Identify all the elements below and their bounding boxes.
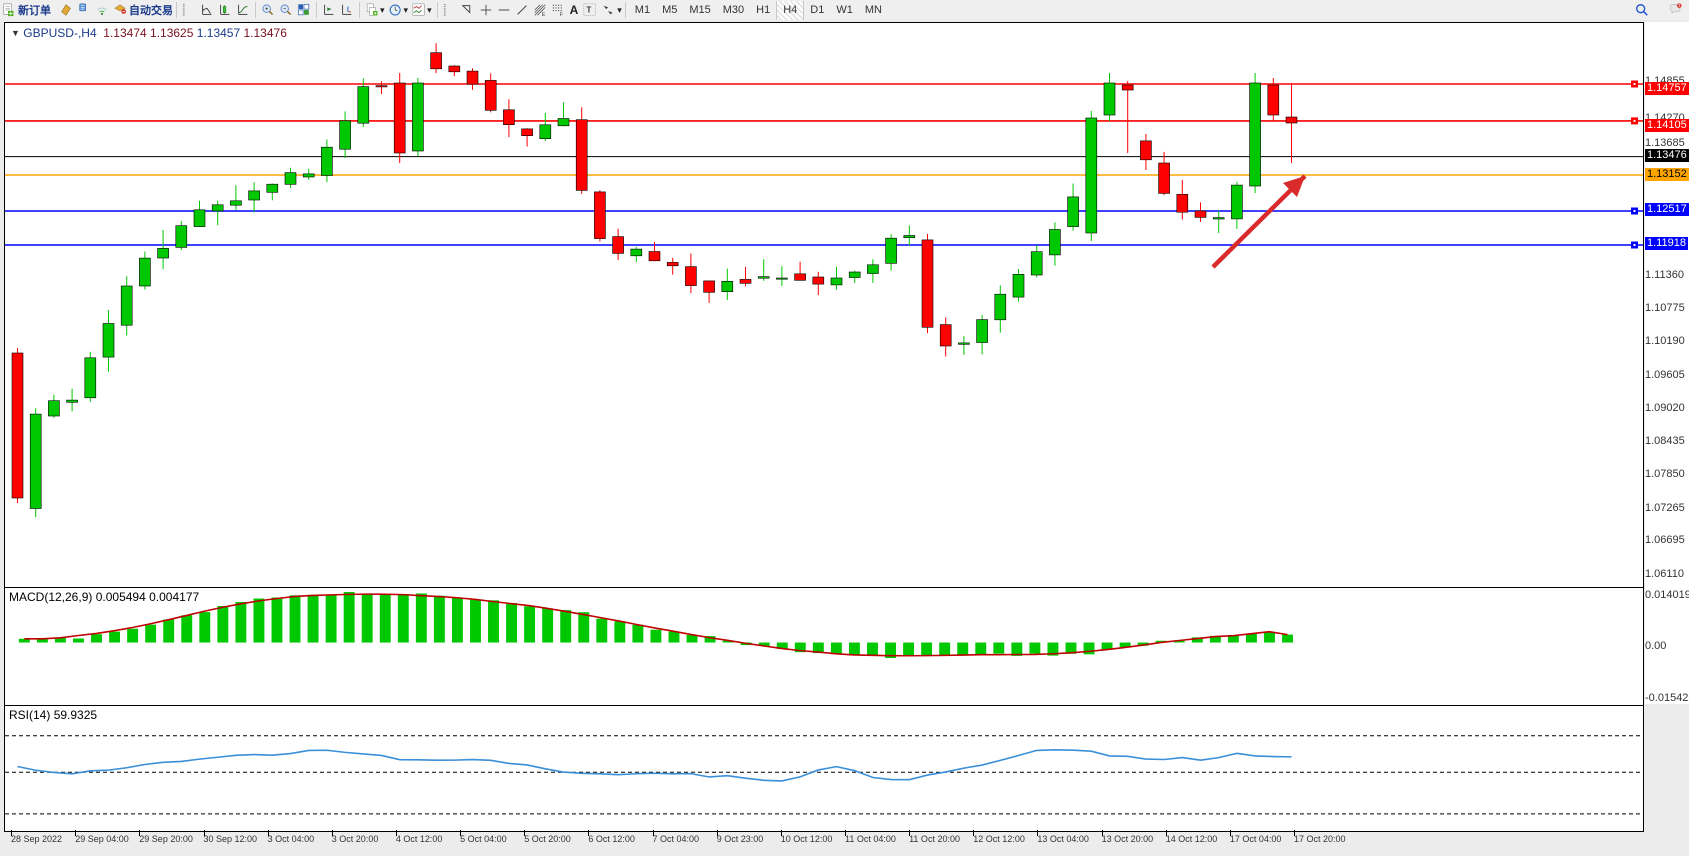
svg-text:E: E [541, 12, 545, 17]
svg-text:1: 1 [1678, 4, 1680, 8]
svg-text:F: F [559, 12, 562, 17]
svg-text:T: T [587, 6, 592, 15]
